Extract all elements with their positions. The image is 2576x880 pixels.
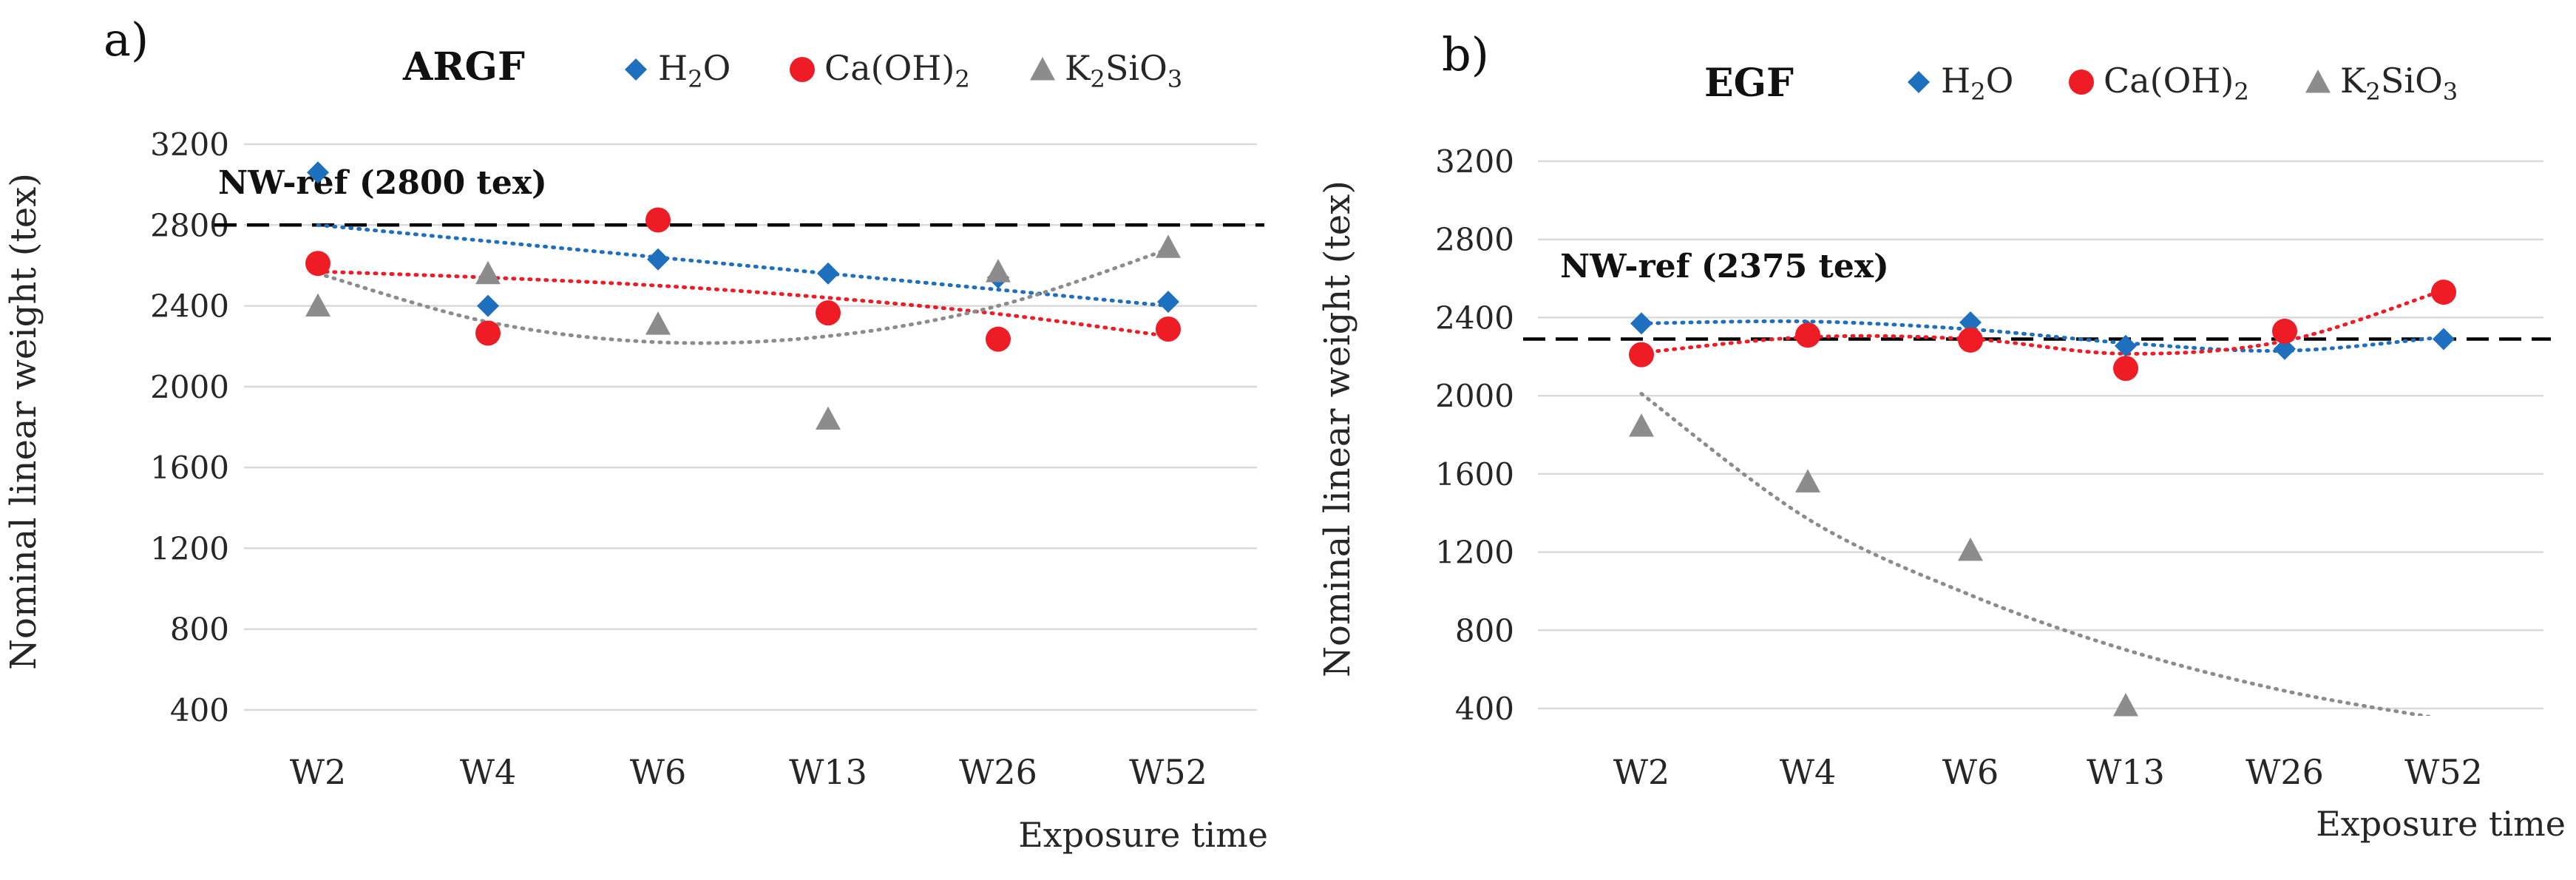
y-axis-label: Nominal linear weight (tex) [1317,180,1358,677]
y-tick-label: 2400 [1435,299,1514,336]
trendline-circle [1639,288,2446,356]
data-point-diamond [817,262,839,285]
x-tick-label: W26 [2245,752,2324,792]
x-tick-label: W2 [1613,752,1670,792]
x-tick-label: W6 [630,752,687,792]
data-point-diamond [1959,311,1982,334]
data-point-diamond [2274,337,2296,360]
legend-marker-triangle [2305,70,2331,93]
data-point-triangle [986,259,1011,282]
data-point-triangle [1629,413,1654,437]
x-tick-label: W6 [1942,752,1999,792]
data-point-circle [305,251,331,277]
legend-label: Ca(OH)2 [824,48,970,93]
data-point-diamond [1630,312,1653,335]
data-point-diamond [647,248,669,271]
data-point-circle [2431,280,2456,305]
x-tick-label: W13 [789,752,867,792]
trendline-triangle [1639,392,2436,716]
data-point-triangle [1795,469,1820,493]
legend-label: H2O [1941,61,2013,106]
x-tick-label: W52 [2404,752,2483,792]
data-point-triangle [816,406,841,430]
data-point-triangle [1958,537,1983,561]
x-tick-label: W4 [1780,752,1837,792]
x-tick-label: W26 [959,752,1037,792]
data-point-circle [2272,318,2297,344]
x-tick-label: W52 [1129,752,1207,792]
data-point-diamond [307,161,329,184]
data-point-circle [1629,342,1654,368]
y-tick-label: 3200 [1435,143,1514,180]
data-point-triangle [645,311,671,335]
trendline-circle [316,269,1170,339]
data-point-diamond [477,294,499,317]
legend-label: K2SiO3 [1065,48,1182,93]
data-point-diamond [2115,334,2137,357]
legend-marker-triangle [1030,57,1055,81]
y-tick-label: 2800 [1435,222,1514,258]
trendline-diamond [316,223,1170,308]
y-tick-label: 1600 [1435,456,1514,493]
y-tick-label: 800 [170,612,229,648]
data-point-circle [645,207,671,233]
data-point-circle [2113,356,2138,382]
data-point-triangle [1156,234,1181,258]
panel-label: a) [104,13,149,67]
data-point-circle [1156,316,1181,342]
y-tick-label: 3200 [150,126,229,163]
reference-line-label: NW-ref (2375 tex) [1560,248,1889,285]
reference-line-label: NW-ref (2800 tex) [218,164,547,202]
y-tick-label: 800 [1455,612,1514,649]
data-point-triangle [2113,693,2138,717]
x-axis-label: Exposure time [2316,804,2566,844]
trendline-triangle [316,247,1170,345]
data-point-circle [475,320,501,346]
x-axis-label: Exposure time [1018,815,1268,855]
x-tick-label: W2 [290,752,347,792]
data-point-triangle [305,293,331,317]
data-point-circle [1958,327,1983,353]
y-tick-label: 2000 [150,369,229,405]
legend-marker-diamond [625,58,647,81]
y-tick-label: 400 [1455,691,1514,727]
panel-label: b) [1442,27,1489,81]
data-point-diamond [1157,291,1179,314]
y-tick-label: 1200 [1435,535,1514,571]
y-tick-label: 1200 [150,530,229,566]
legend-label: K2SiO3 [2340,61,2458,106]
y-tick-label: 400 [170,692,229,728]
data-point-circle [1795,322,1820,348]
trendline-diamond [1639,319,2446,353]
x-tick-label: W4 [460,752,517,792]
legend-marker-diamond [1908,71,1930,93]
chart-title: EGF [1704,61,1794,106]
data-point-diamond [2433,328,2455,351]
chart-panel-b: 400 800 1200 1600 2000 2400 2800 3200 W2 W4 W6 W13 W… [1317,27,2566,844]
data-point-circle [986,326,1011,352]
y-tick-label: 2400 [150,288,229,325]
legend-label: Ca(OH)2 [2104,61,2249,106]
chart-title: ARGF [402,44,525,89]
x-tick-label: W13 [2087,752,2165,792]
legend-label: H2O [658,48,731,93]
data-point-triangle [475,260,501,285]
y-tick-label: 2000 [1435,378,1514,414]
legend-marker-circle [790,57,815,82]
data-point-circle [816,300,841,326]
legend-marker-circle [2069,70,2094,95]
y-tick-label: 1600 [150,450,229,486]
y-axis-label: Nominal linear weight (tex) [3,173,44,670]
